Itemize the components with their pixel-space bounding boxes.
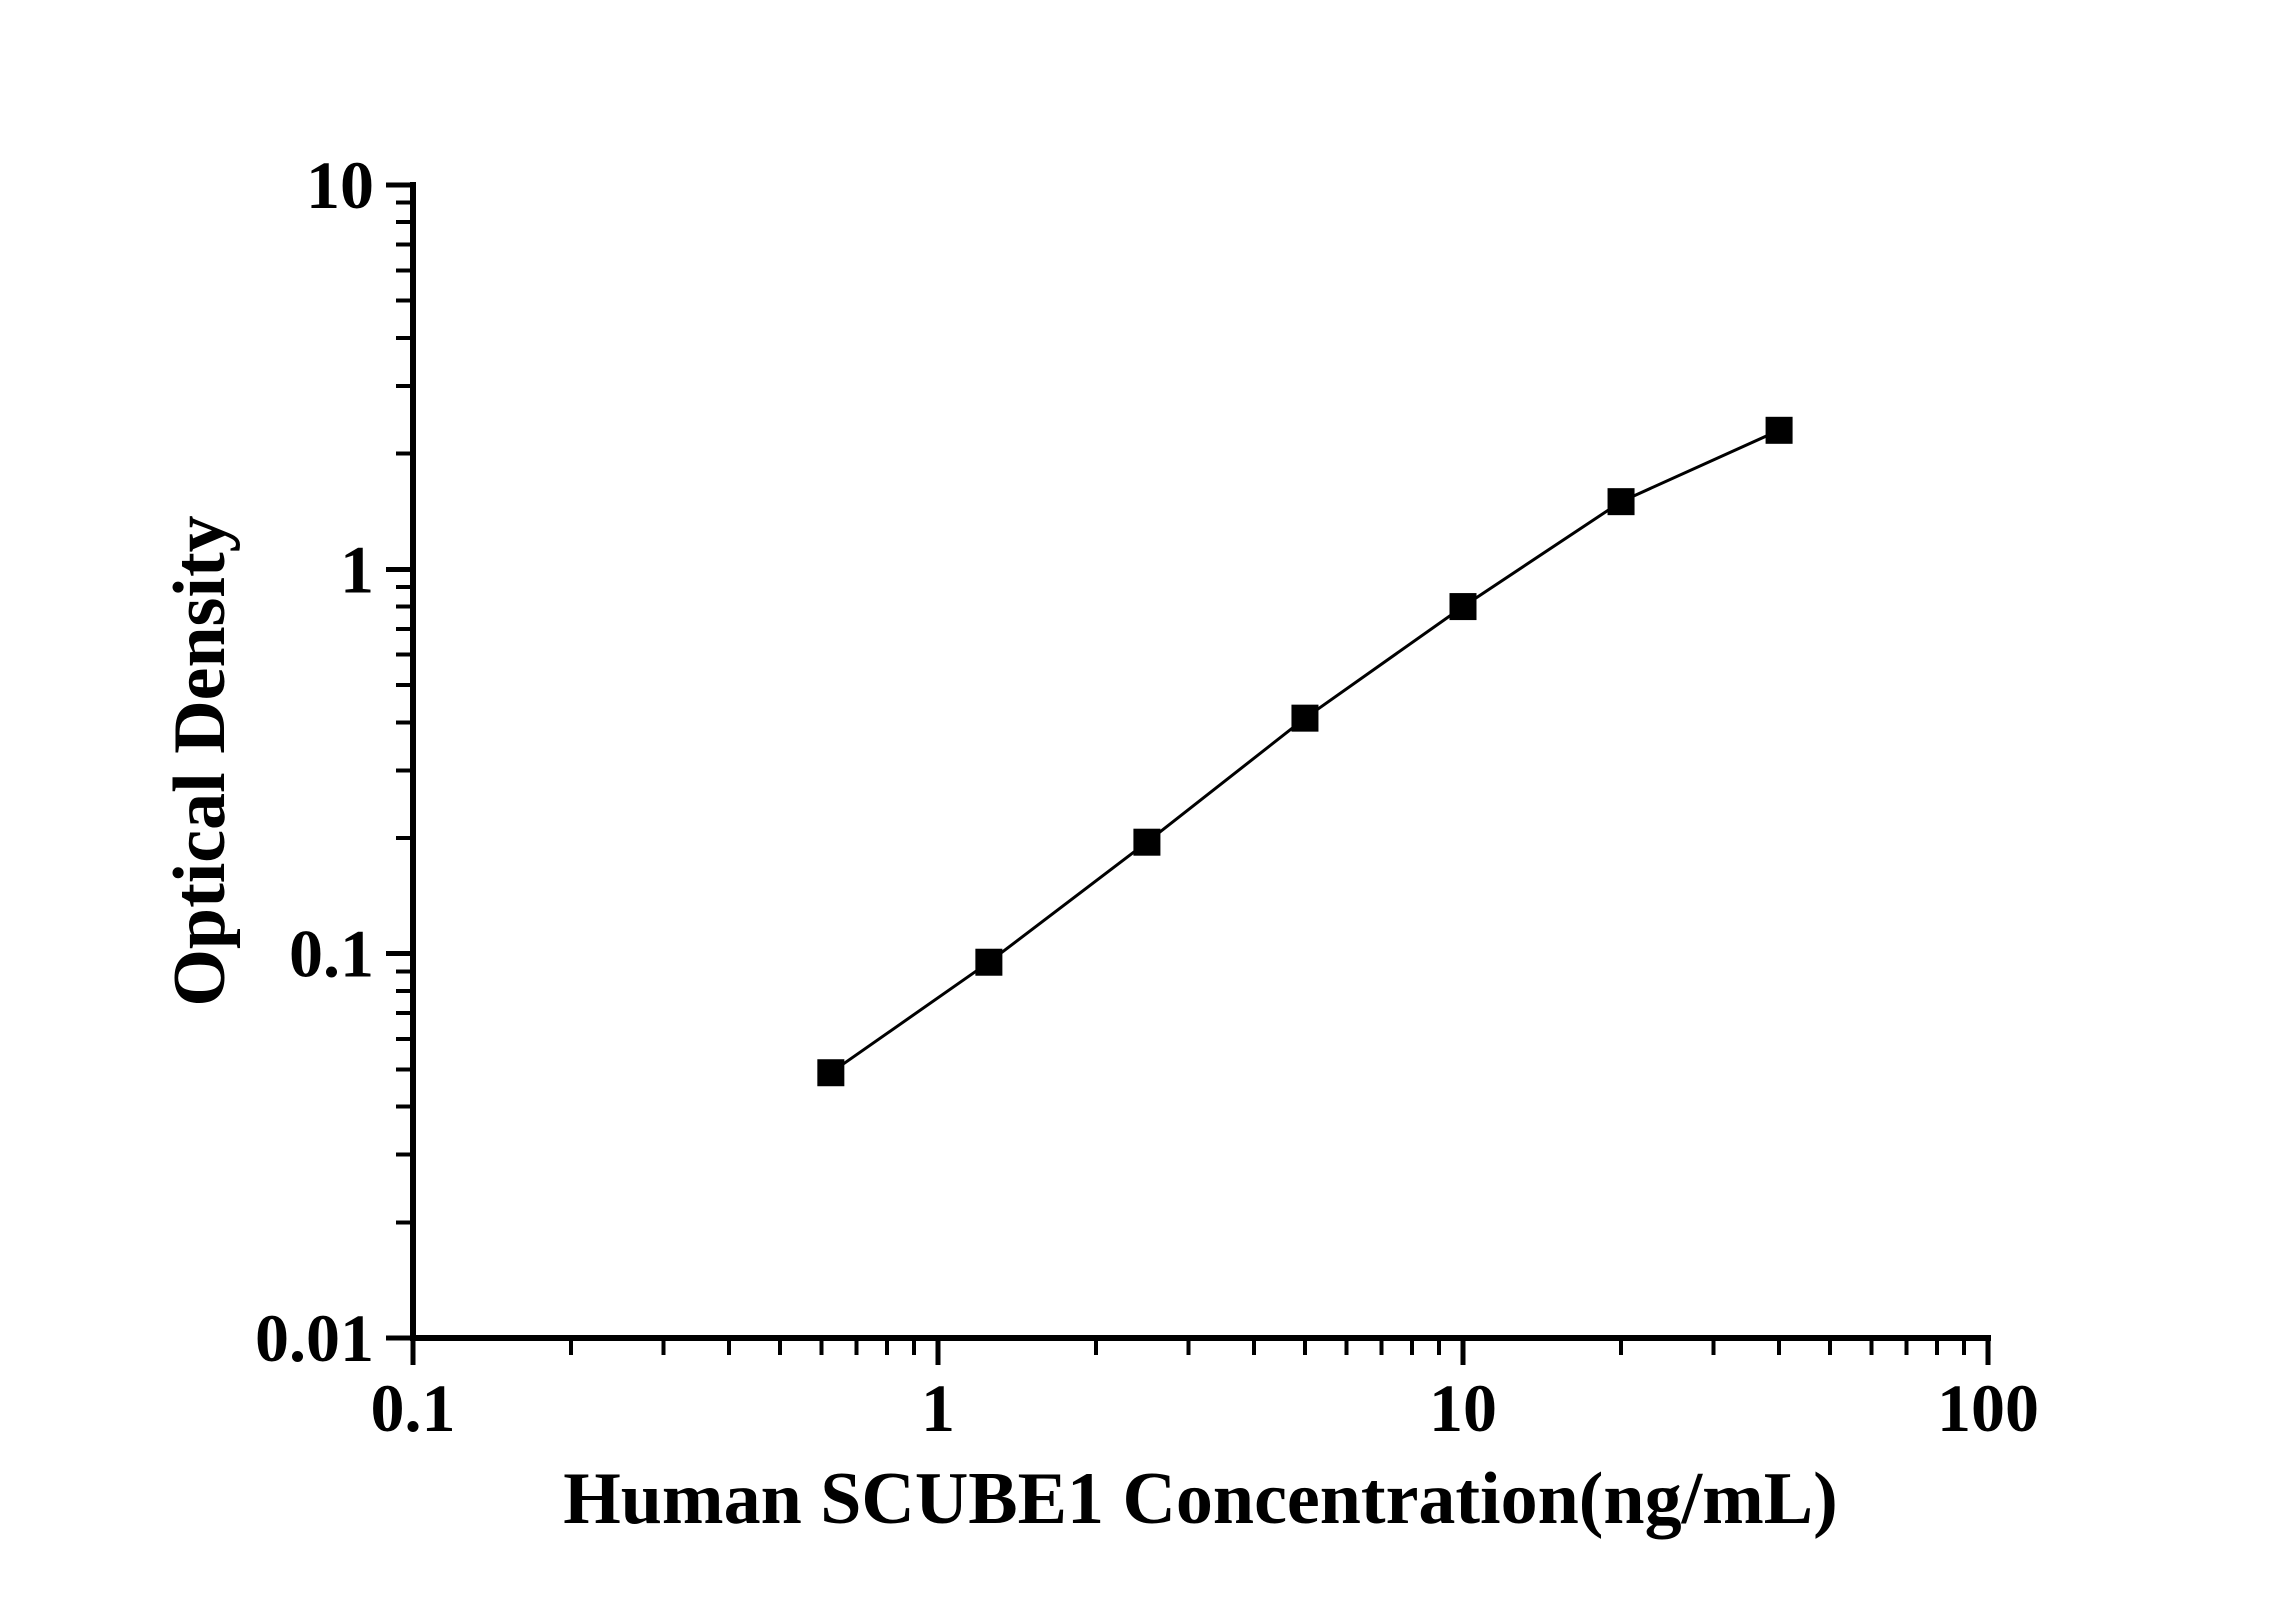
- data-point-marker-10: [1449, 593, 1477, 621]
- x-tick-label: 100: [1937, 1370, 2039, 1446]
- data-point-marker-0.625: [817, 1059, 845, 1087]
- standard-curve-line: [829, 428, 1780, 1074]
- x-tick-label: 0.1: [371, 1370, 456, 1446]
- x-axis-title: Human SCUBE1 Concentration(ng/mL): [563, 1458, 1838, 1540]
- data-point-marker-40: [1765, 416, 1793, 444]
- data-point-marker-1.25: [975, 948, 1003, 976]
- x-tick-label: 10: [1429, 1370, 1497, 1446]
- y-tick-label: 0.01: [255, 1300, 374, 1376]
- data-point-marker-20: [1607, 488, 1635, 516]
- y-tick-label: 10: [306, 147, 374, 223]
- y-tick-label: 0.1: [289, 916, 374, 992]
- y-axis-title: Optical Density: [159, 515, 241, 1007]
- x-tick-label: 1: [921, 1370, 955, 1446]
- y-tick-label: 1: [340, 531, 374, 607]
- data-point-marker-2.5: [1133, 828, 1161, 856]
- data-point-marker-5: [1291, 704, 1319, 732]
